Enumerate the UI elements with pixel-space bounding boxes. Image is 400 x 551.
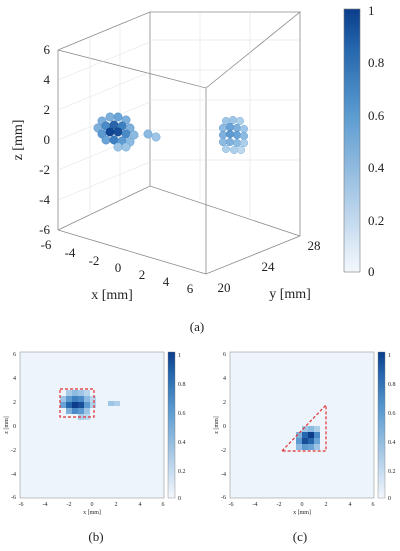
x-tick: -6 (229, 502, 234, 508)
colorbar-tick: 0.8 (388, 382, 396, 388)
z-tick: 2 (44, 102, 51, 117)
panel-a-3d-plot: 6 4 2 0 -2 -4 -6 z [mm] -6 -4 -2 0 2 4 6… (11, 3, 385, 334)
z-tick: 4 (223, 376, 226, 382)
colorbar-tick: 0.4 (388, 440, 396, 446)
x-tick: 4 (163, 274, 170, 289)
z-axis: 6 4 2 0 -2 -4 -6 z [mm] (11, 42, 51, 237)
panel-b-heatmap: 6 4 2 0 -2 -4 -6 z [mm] -6 -4 -2 0 2 4 6… (4, 351, 186, 544)
z-axis-label: z [mm] (4, 416, 10, 434)
z-tick: 6 (44, 42, 51, 57)
roi-outline-b (59, 388, 95, 418)
c-y-ticks: 6 4 2 0 -2 -4 -6 z [mm] (214, 352, 226, 501)
x-tick: -6 (19, 502, 24, 508)
z-tick: 2 (13, 400, 16, 406)
y-tick: 28 (308, 238, 321, 253)
x-tick: 2 (325, 502, 328, 508)
z-tick: -4 (39, 192, 50, 207)
y-axis-label: y [mm] (269, 287, 311, 302)
x-axis-label: x [mm] (91, 288, 133, 303)
x-tick: -2 (277, 502, 282, 508)
z-tick: 0 (13, 424, 16, 430)
z-tick: 4 (13, 376, 16, 382)
z-axis-label: z [mm] (214, 416, 220, 434)
colorbar-tick: 0.6 (178, 411, 186, 417)
colorbar-a: 1 0.8 0.6 0.4 0.2 0 (343, 3, 385, 279)
z-tick: -4 (11, 472, 16, 478)
x-axis: -6 -4 -2 0 2 4 6 x [mm] (41, 237, 194, 303)
x-tick: -4 (65, 245, 76, 260)
b-x-ticks: -6 -4 -2 0 2 4 6 x [mm] (19, 502, 165, 516)
x-tick: -6 (41, 237, 52, 252)
colorbar-tick: 0.6 (368, 108, 385, 123)
caption-a: (a) (190, 319, 204, 334)
colorbar-tick: 0.6 (388, 411, 396, 417)
z-tick: 6 (223, 352, 226, 358)
colorbar-tick: 0 (388, 496, 391, 502)
z-tick: 6 (13, 352, 16, 358)
z-axis-label: z [mm] (11, 120, 26, 161)
colorbar-tick: 0.8 (178, 382, 186, 388)
colorbar-tick: 0.2 (388, 469, 396, 475)
panel-c-heatmap: 6 4 2 0 -2 -4 -6 z [mm] -6 -4 -2 0 2 4 6… (214, 351, 396, 544)
voxel-cluster-left (93, 112, 161, 152)
x-tick: 6 (372, 502, 375, 508)
x-tick: -2 (67, 502, 72, 508)
x-tick: 4 (139, 502, 142, 508)
x-tick: -4 (43, 502, 48, 508)
x-tick: 6 (162, 502, 165, 508)
colorbar-tick: 0 (178, 496, 181, 502)
colorbar-tick: 0.4 (178, 440, 186, 446)
y-axis: 20 24 28 y [mm] (218, 238, 321, 302)
box-wireframe (57, 11, 302, 275)
x-tick: -2 (89, 253, 100, 268)
colorbar-tick: 0.4 (368, 160, 385, 175)
x-tick: 0 (115, 260, 122, 275)
x-tick: 4 (349, 502, 352, 508)
colorbar-b: 1 0.8 0.6 0.4 0.2 0 (167, 351, 186, 502)
voxel-projection-right (218, 115, 249, 155)
y-tick: 20 (218, 280, 231, 295)
z-tick: -6 (39, 222, 50, 237)
heatmap-cells-c (296, 426, 320, 450)
z-tick: -6 (221, 495, 226, 501)
grid-lines (57, 12, 300, 218)
colorbar-tick: 1 (178, 353, 181, 359)
z-tick: 2 (223, 400, 226, 406)
caption-c: (c) (293, 529, 307, 544)
x-axis-label: x [mm] (83, 510, 101, 516)
colorbar-tick: 0.2 (178, 469, 186, 475)
z-tick: 4 (44, 72, 51, 87)
x-axis-label: x [mm] (293, 510, 311, 516)
colorbar-tick: 0 (368, 264, 375, 279)
colorbar-c: 1 0.8 0.6 0.4 0.2 0 (377, 351, 396, 502)
x-tick: 6 (187, 281, 194, 296)
colorbar-tick: 1 (368, 3, 375, 18)
y-tick: 24 (262, 259, 276, 274)
colorbar-tick: 1 (388, 353, 391, 359)
b-y-ticks: 6 4 2 0 -2 -4 -6 z [mm] (4, 352, 16, 501)
z-tick: -2 (39, 162, 50, 177)
caption-b: (b) (88, 529, 103, 544)
x-tick: 0 (301, 502, 304, 508)
z-tick: -6 (11, 495, 16, 501)
colorbar-tick: 0.2 (368, 213, 384, 228)
x-tick: 2 (139, 267, 146, 282)
z-tick: 0 (44, 132, 51, 147)
heatmap-cells-b (60, 390, 120, 420)
c-x-ticks: -6 -4 -2 0 2 4 6 x [mm] (229, 502, 375, 516)
z-tick: -4 (221, 472, 226, 478)
x-tick: -4 (253, 502, 258, 508)
z-tick: 0 (223, 424, 226, 430)
x-tick: 2 (115, 502, 118, 508)
z-tick: -2 (221, 448, 226, 454)
x-tick: 0 (91, 502, 94, 508)
roi-outline-c (280, 403, 327, 452)
colorbar-tick: 0.8 (368, 55, 384, 70)
z-tick: -2 (11, 448, 16, 454)
